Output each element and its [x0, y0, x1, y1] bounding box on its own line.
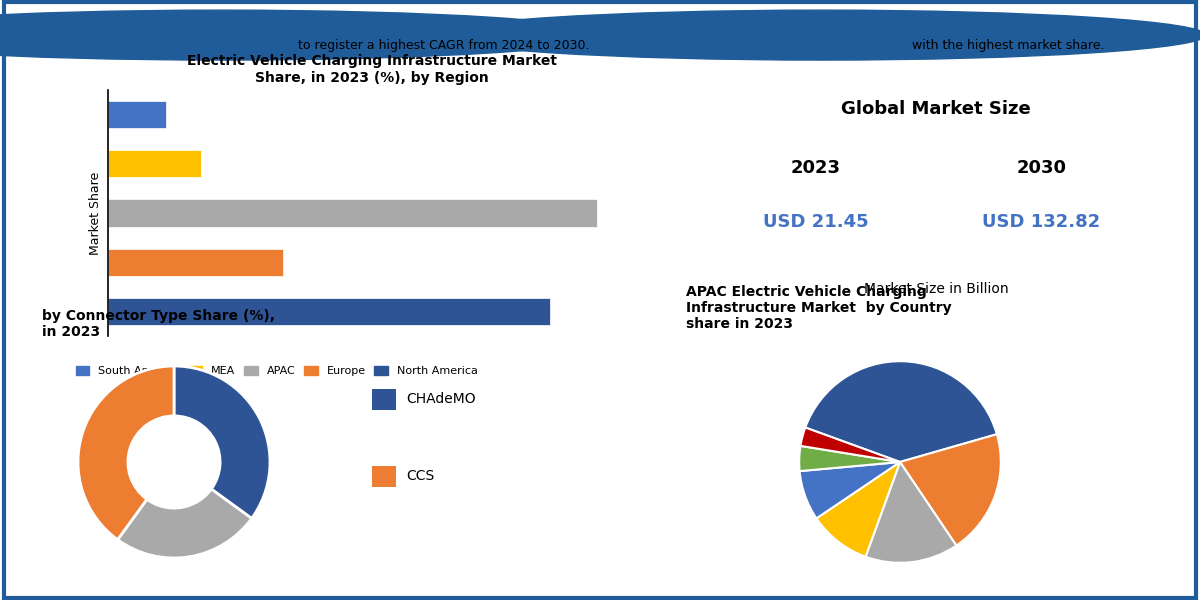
- Wedge shape: [900, 434, 1001, 545]
- Legend: South America, MEA, APAC, Europe, North America: South America, MEA, APAC, Europe, North …: [71, 361, 482, 380]
- Wedge shape: [174, 366, 270, 518]
- Text: Global Market Size: Global Market Size: [841, 100, 1031, 118]
- Bar: [108, 298, 551, 325]
- Text: 2030: 2030: [1016, 159, 1067, 177]
- Wedge shape: [816, 462, 900, 557]
- Bar: [108, 150, 202, 178]
- Bar: [108, 101, 167, 128]
- Wedge shape: [805, 361, 997, 462]
- Text: CCS: CCS: [407, 469, 434, 483]
- Text: APAC Electric Vehicle Charging
Infrastructure Market  by Country
share in 2023: APAC Electric Vehicle Charging Infrastru…: [686, 285, 952, 331]
- Circle shape: [0, 10, 606, 60]
- Bar: [108, 199, 596, 227]
- Text: CHAdeMO: CHAdeMO: [407, 392, 476, 406]
- Text: with the highest market share.: with the highest market share.: [912, 39, 1104, 52]
- Wedge shape: [799, 462, 900, 518]
- Text: Market Size in Billion: Market Size in Billion: [864, 282, 1008, 296]
- FancyBboxPatch shape: [372, 466, 396, 487]
- Wedge shape: [118, 489, 252, 558]
- Text: USD 132.82: USD 132.82: [983, 213, 1100, 231]
- Text: 2023: 2023: [791, 159, 841, 177]
- Bar: [108, 248, 283, 276]
- Circle shape: [438, 10, 1200, 60]
- Y-axis label: Market Share: Market Share: [90, 172, 102, 254]
- Wedge shape: [78, 366, 174, 539]
- FancyBboxPatch shape: [372, 389, 396, 410]
- Wedge shape: [865, 462, 956, 563]
- Title: Electric Vehicle Charging Infrastructure Market
Share, in 2023 (%), by Region: Electric Vehicle Charging Infrastructure…: [187, 55, 557, 85]
- Text: by Connector Type Share (%),
in 2023: by Connector Type Share (%), in 2023: [42, 309, 275, 340]
- Text: to register a highest CAGR from 2024 to 2030.: to register a highest CAGR from 2024 to …: [299, 39, 589, 52]
- Text: USD 21.45: USD 21.45: [763, 213, 869, 231]
- Wedge shape: [800, 428, 900, 462]
- Wedge shape: [799, 446, 900, 471]
